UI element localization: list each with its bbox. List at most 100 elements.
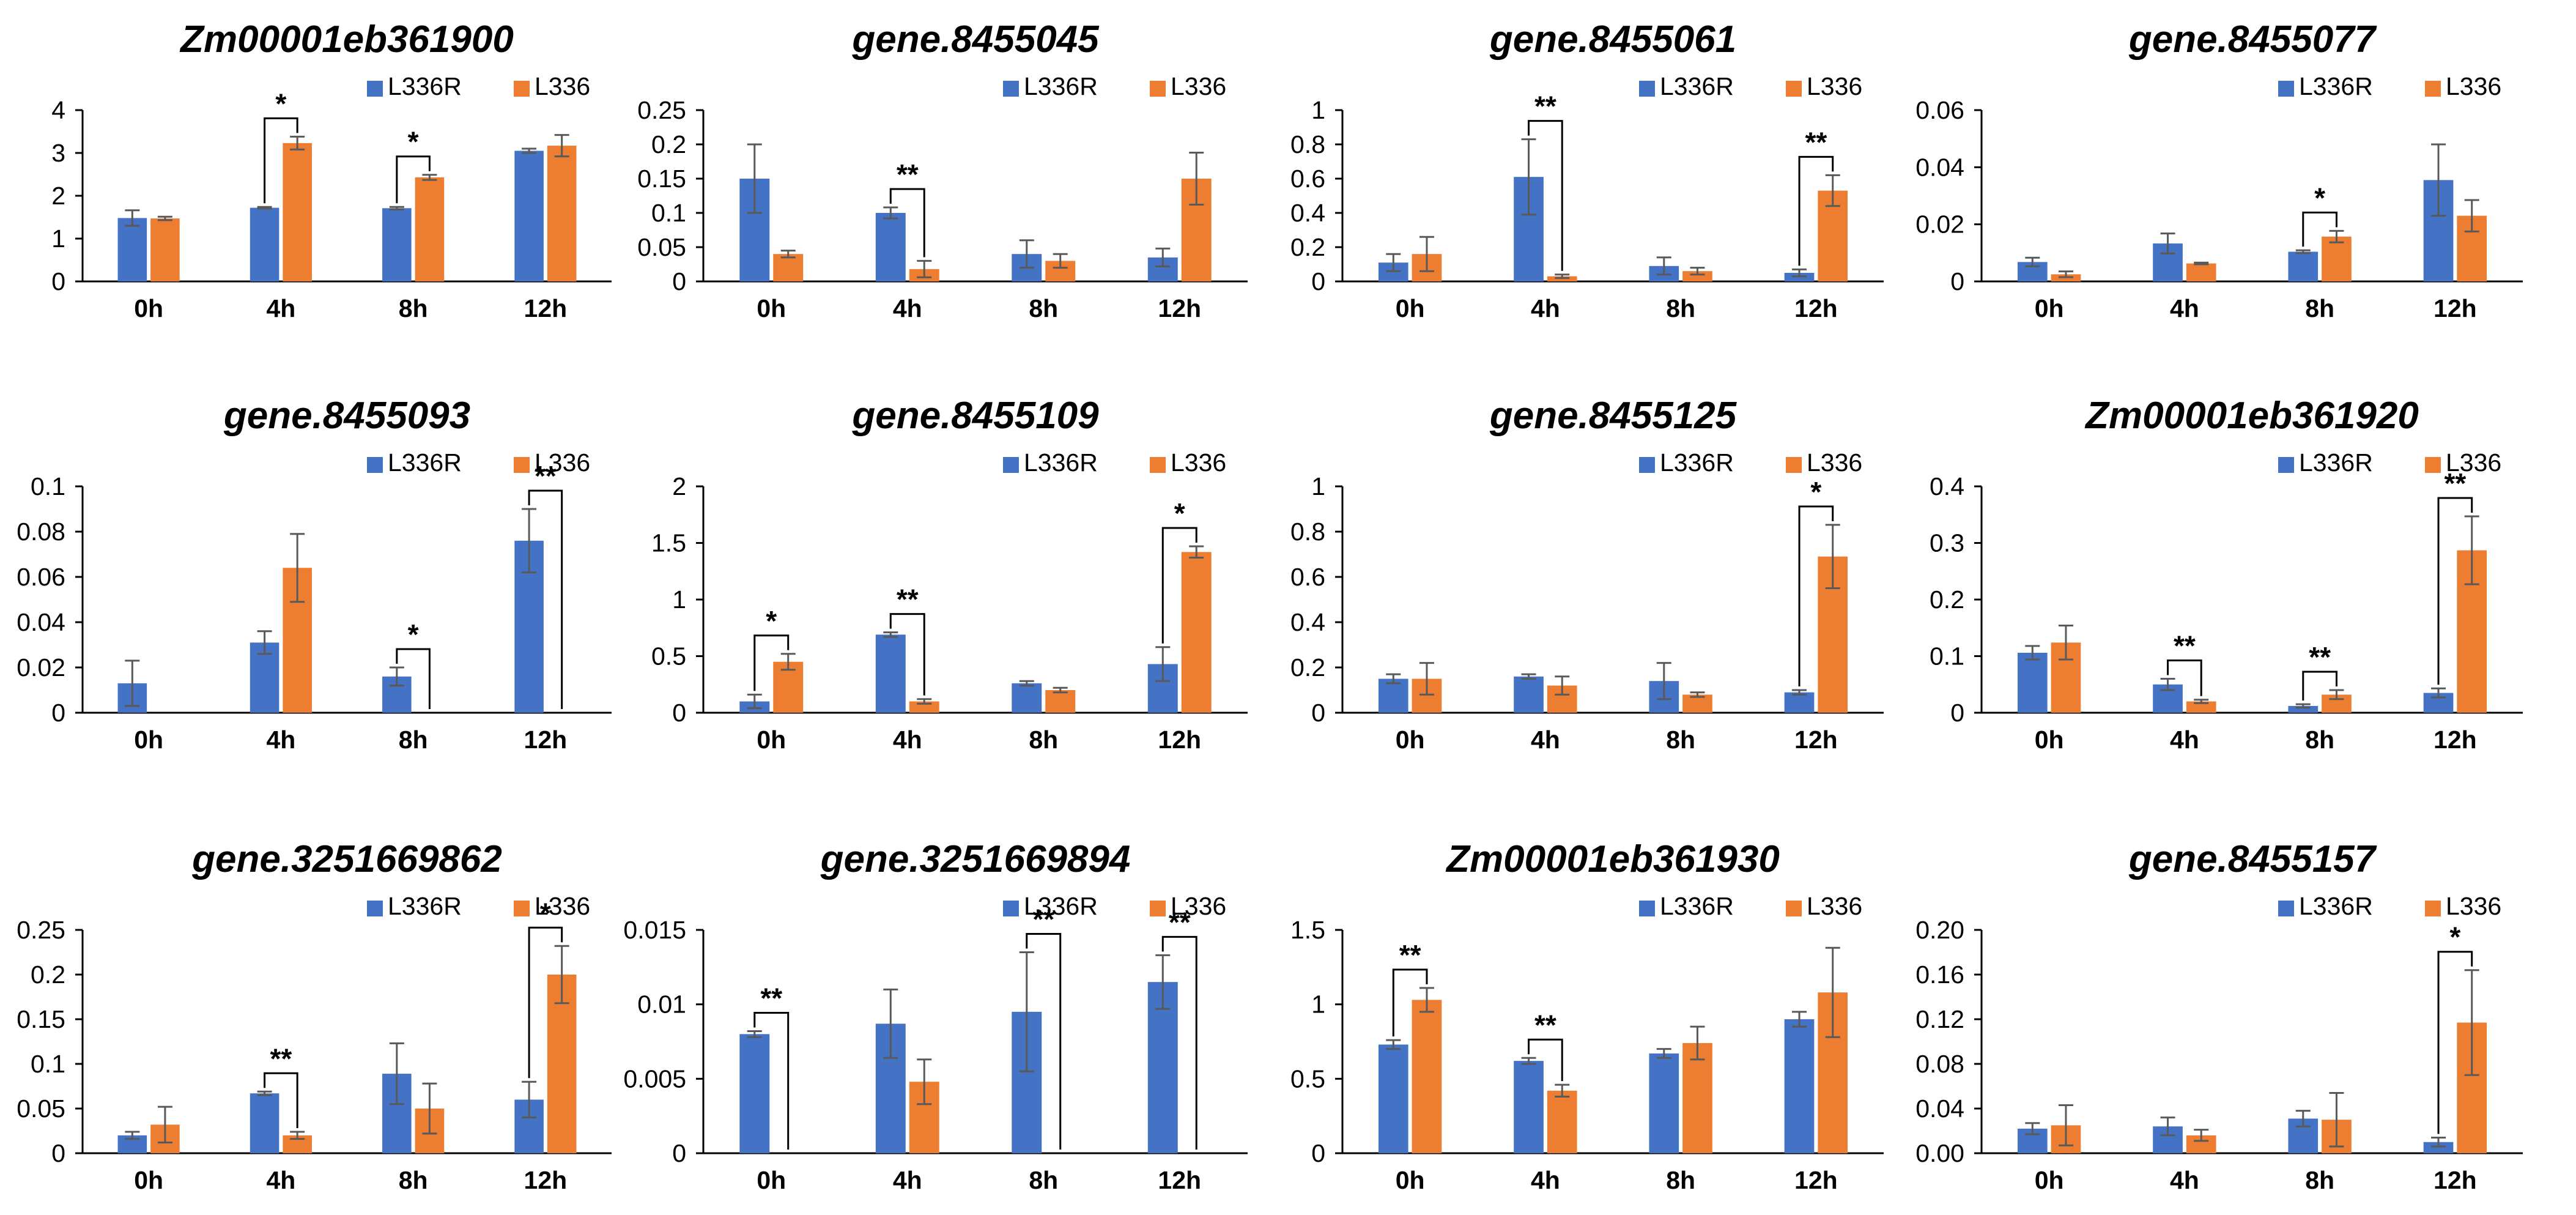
bracket-line bbox=[396, 648, 431, 709]
bracket-line bbox=[753, 634, 790, 691]
bar-l336r-8h bbox=[2288, 705, 2319, 713]
legend-label-l336r: L336R bbox=[388, 72, 462, 100]
x-tick-label: 0h bbox=[757, 294, 786, 322]
x-tick-label: 4h bbox=[266, 726, 295, 754]
x-tick-label: 8h bbox=[1666, 1166, 1695, 1194]
bracket-line bbox=[2167, 660, 2202, 696]
x-tick-label: 12h bbox=[1794, 726, 1838, 754]
legend-label-l336: L336 bbox=[1807, 72, 1862, 100]
legend-label-l336r: L336R bbox=[2299, 72, 2373, 100]
chart-panel-9: gene.3251669862 L336R L336 0 0.05 0.1 0.15 0.2 0… bbox=[17, 838, 612, 1194]
y-tick-label: 3 bbox=[51, 139, 65, 167]
significance-bracket-12h: ** bbox=[1798, 126, 1834, 266]
legend-label-l336: L336 bbox=[2446, 72, 2501, 100]
chart-title: gene.8455061 bbox=[1489, 18, 1736, 61]
legend-swatch-l336r bbox=[2278, 81, 2294, 97]
x-tick-label: 8h bbox=[1029, 726, 1058, 754]
x-tick-label: 8h bbox=[2305, 1166, 2334, 1194]
x-tick-label: 8h bbox=[1029, 294, 1058, 322]
legend-label-l336r: L336R bbox=[1660, 892, 1734, 920]
x-tick-label: 0h bbox=[2035, 294, 2064, 322]
significance-bracket-12h: ** bbox=[1161, 906, 1197, 1150]
y-tick-label: 1 bbox=[672, 585, 686, 614]
significance-label: ** bbox=[760, 982, 782, 1014]
chart-panel-8: Zm00001eb361920 L336R L336 0 0.1 0.2 0.3 0.4 0h 4… bbox=[1930, 395, 2523, 754]
significance-bracket-0h: ** bbox=[1392, 939, 1428, 1037]
significance-bracket-4h: ** bbox=[264, 1042, 298, 1128]
bar-l336r-4h bbox=[875, 634, 906, 713]
chart-title: gene.8455109 bbox=[851, 395, 1099, 437]
x-tick-label: 8h bbox=[2305, 294, 2334, 322]
legend-swatch-l336r bbox=[1003, 457, 1019, 473]
significance-label: ** bbox=[2309, 641, 2331, 673]
y-tick-label: 0 bbox=[51, 699, 65, 727]
y-tick-label: 0.1 bbox=[31, 472, 65, 500]
significance-bracket-4h: ** bbox=[889, 158, 925, 258]
significance-label: * bbox=[766, 605, 777, 637]
chart-panel-12: gene.8455157 L336R L336 0.00 0.04 0.08 0.12 0.1… bbox=[1915, 838, 2523, 1194]
y-tick-label: 0.08 bbox=[17, 518, 65, 546]
significance-bracket-0h: ** bbox=[753, 982, 790, 1150]
y-tick-label: 0.25 bbox=[17, 916, 65, 944]
legend-label-l336r: L336R bbox=[2299, 448, 2373, 477]
x-tick-label: 4h bbox=[2170, 1166, 2199, 1194]
x-tick-label: 0h bbox=[1396, 1166, 1425, 1194]
significance-bracket-4h: ** bbox=[1528, 1009, 1563, 1082]
chart-panel-2: gene.8455045 L336R L336 0 0.05 0.1 0.15 0.2 0.25… bbox=[637, 18, 1248, 322]
bar-l336-4h bbox=[2186, 263, 2216, 281]
y-tick-label: 0.08 bbox=[1915, 1050, 1964, 1078]
legend-label-l336r: L336R bbox=[388, 892, 462, 920]
legend-swatch-l336r bbox=[2278, 901, 2294, 916]
legend-swatch-l336r bbox=[1003, 81, 1019, 97]
y-tick-label: 0.04 bbox=[1915, 153, 1964, 181]
bracket-line bbox=[528, 926, 563, 1079]
bar-l336r-0h bbox=[739, 1034, 770, 1153]
bar-l336-12h bbox=[547, 146, 577, 281]
chart-panel-6: gene.8455109 L336R L336 0 0.5 1 1.5 2 0h 4h 8h 12h *… bbox=[651, 395, 1248, 754]
y-tick-label: 0.5 bbox=[1290, 1065, 1325, 1093]
bracket-line bbox=[1528, 1038, 1563, 1082]
bar-l336-8h bbox=[1682, 1042, 1712, 1153]
significance-bracket-12h: * bbox=[1798, 476, 1834, 686]
legend-swatch-l336 bbox=[1786, 457, 1802, 473]
legend-swatch-l336 bbox=[514, 457, 530, 473]
y-tick-label: 0.02 bbox=[17, 653, 65, 682]
chart-panel-10: gene.3251669894 L336R L336 0 0.005 0.01 0.015 0… bbox=[623, 838, 1248, 1194]
x-tick-label: 4h bbox=[893, 1166, 922, 1194]
x-tick-label: 4h bbox=[2170, 726, 2199, 754]
legend-label-l336: L336 bbox=[535, 72, 590, 100]
y-tick-label: 0.2 bbox=[651, 130, 686, 158]
significance-label: * bbox=[1174, 497, 1185, 529]
bracket-line bbox=[2437, 497, 2473, 685]
bracket-line bbox=[396, 155, 431, 204]
chart-panel-5: gene.8455093 L336R L336 0 0.02 0.04 0.06 0.08 0.… bbox=[17, 395, 612, 754]
legend-label-l336r: L336R bbox=[1024, 892, 1098, 920]
y-tick-label: 0.6 bbox=[1290, 563, 1325, 591]
y-tick-label: 0.06 bbox=[17, 563, 65, 591]
bracket-line bbox=[2302, 211, 2337, 247]
y-tick-label: 0.2 bbox=[1930, 585, 1964, 614]
significance-bracket-0h: * bbox=[753, 605, 790, 691]
chart-title: Zm00001eb361930 bbox=[1445, 838, 1780, 880]
x-tick-label: 4h bbox=[2170, 294, 2199, 322]
bar-l336-8h bbox=[1045, 690, 1076, 713]
y-tick-label: 0.05 bbox=[637, 233, 686, 261]
x-tick-label: 4h bbox=[893, 726, 922, 754]
legend-swatch-l336r bbox=[1639, 457, 1655, 473]
bar-l336r-8h bbox=[382, 208, 412, 281]
x-tick-label: 12h bbox=[1794, 294, 1838, 322]
y-tick-label: 0.04 bbox=[1915, 1094, 1964, 1123]
bar-l336r-0h bbox=[2017, 652, 2048, 713]
significance-label: ** bbox=[2444, 467, 2466, 499]
y-tick-label: 0.8 bbox=[1290, 518, 1325, 546]
chart-title: gene.8455045 bbox=[851, 18, 1100, 61]
x-tick-label: 0h bbox=[2035, 1166, 2064, 1194]
significance-bracket-12h: * bbox=[2437, 921, 2473, 1134]
y-tick-label: 0.3 bbox=[1930, 529, 1964, 557]
y-tick-label: 0 bbox=[1311, 267, 1325, 295]
bar-l336-0h bbox=[773, 254, 804, 281]
y-tick-label: 1 bbox=[1311, 96, 1325, 124]
y-tick-label: 0 bbox=[672, 267, 686, 295]
x-tick-label: 12h bbox=[2434, 294, 2477, 322]
